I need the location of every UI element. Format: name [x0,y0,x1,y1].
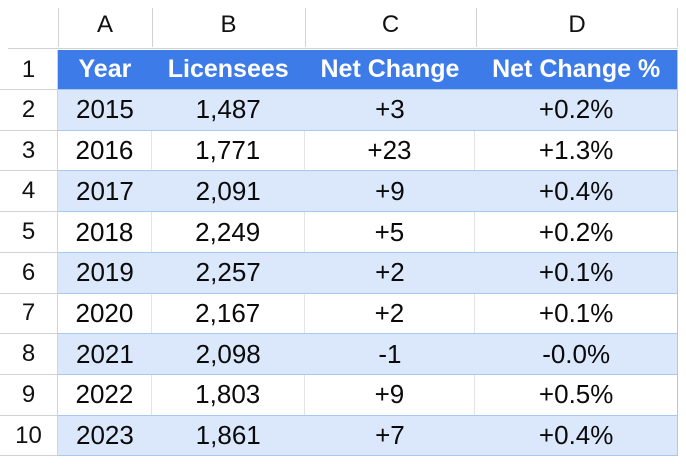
cell-net-change[interactable]: +23 [305,130,476,171]
cell-licensees[interactable]: 2,257 [195,257,261,288]
row-number-8[interactable]: 8 [0,334,57,376]
cell-net-change[interactable]: +5 [305,212,476,252]
cell-year[interactable]: 2015 [76,94,134,125]
data-grid: Year Licensees Net Change Net Change % 2… [58,50,678,457]
column-header-c[interactable]: C [305,0,476,50]
column-header-d[interactable]: D [476,0,678,50]
cell-licensees[interactable]: 2,249 [152,212,305,252]
cell-year[interactable]: 2018 [58,212,152,252]
table-header-row: Year Licensees Net Change Net Change % [58,50,678,90]
cell-net-change-pct[interactable]: +0.2% [538,94,614,125]
cell-licensees[interactable]: 1,771 [152,130,305,171]
cell-net-change-pct[interactable]: +0.4% [538,420,614,451]
cell-year[interactable]: 2019 [76,257,134,288]
row-number-6[interactable]: 6 [0,253,57,294]
row-number-1[interactable]: 1 [0,50,57,90]
cell-net-change[interactable]: +3 [375,94,405,125]
header-cell-licensees[interactable]: Licensees [167,55,289,83]
cell-net-change-pct[interactable]: +1.3% [538,135,614,166]
cell-year[interactable]: 2022 [58,375,152,415]
cell-net-change[interactable]: +9 [375,175,405,206]
header-cell-net-change[interactable]: Net Change [320,55,460,83]
table-row-2023: 2023 1,861 +7 +0.4% [58,415,678,457]
cell-licensees[interactable]: 1,861 [195,420,261,451]
cell-licensees[interactable]: 2,091 [195,175,261,206]
table-row-2018: 2018 2,249 +5 +0.2% [58,212,678,253]
cell-year[interactable]: 2016 [58,130,152,171]
table-row-2016: 2016 1,771 +23 +1.3% [58,130,678,172]
column-header-b[interactable]: B [152,0,305,50]
cell-licensees[interactable]: 1,487 [195,94,261,125]
cell-net-change-pct[interactable]: +0.2% [538,216,614,247]
cell-net-change-pct[interactable]: -0.0% [542,338,611,369]
header-cell-year[interactable]: Year [78,55,132,83]
row-number-2[interactable]: 2 [0,90,57,131]
cell-year[interactable]: 2020 [58,293,152,334]
cell-year[interactable]: 2017 [76,175,134,206]
cell-year[interactable]: 2023 [76,420,134,451]
cell-net-change-pct[interactable]: +0.4% [538,175,614,206]
cell-net-change-pct[interactable]: +0.5% [538,379,614,410]
column-header-a[interactable]: A [58,0,152,50]
row-number-column: 1 2 3 4 5 6 7 8 9 10 [0,50,58,457]
header-cell-net-change-pct[interactable]: Net Change % [492,55,661,83]
cell-net-change-pct[interactable]: +0.1% [538,297,614,328]
cell-net-change[interactable]: +2 [305,293,476,334]
row-number-7[interactable]: 7 [0,294,57,335]
table-row-2019: 2019 2,257 +2 +0.1% [58,252,678,294]
table-row-2020: 2020 2,167 +2 +0.1% [58,293,678,335]
row-number-9[interactable]: 9 [0,375,57,416]
table-row-2022: 2022 1,803 +9 +0.5% [58,375,678,416]
cell-licensees[interactable]: 2,167 [152,293,305,334]
cell-net-change[interactable]: +9 [305,375,476,415]
cell-net-change[interactable]: +7 [375,420,405,451]
table-row-2017: 2017 2,091 +9 +0.4% [58,171,678,213]
row-number-5[interactable]: 5 [0,212,57,253]
column-header-strip: A B C D [58,0,678,50]
cell-net-change-pct[interactable]: +0.1% [538,257,614,288]
cell-licensees[interactable]: 2,098 [195,338,261,369]
row-number-4[interactable]: 4 [0,171,57,213]
cell-net-change[interactable]: -1 [378,338,402,369]
row-number-10[interactable]: 10 [0,416,57,457]
column-strip-divider [8,48,678,49]
table-row-2021: 2021 2,098 -1 -0.0% [58,334,678,376]
table-row-2015: 2015 1,487 +3 +0.2% [58,90,678,131]
cell-year[interactable]: 2021 [76,338,134,369]
row-number-3[interactable]: 3 [0,131,57,172]
cell-licensees[interactable]: 1,803 [152,375,305,415]
cell-net-change[interactable]: +2 [375,257,405,288]
